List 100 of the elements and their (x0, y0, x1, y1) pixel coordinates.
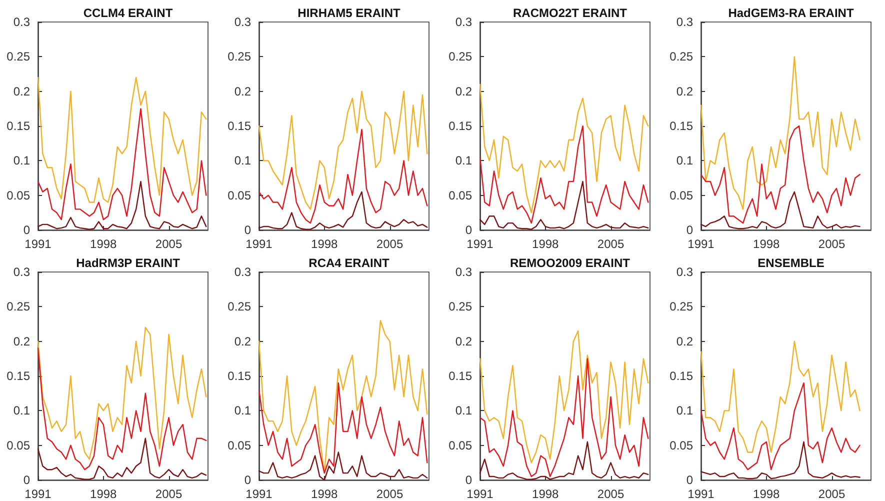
y-tick-label: 0.25 (670, 50, 694, 64)
y-tick-label: 0 (686, 473, 694, 487)
x-tick-label: 1991 (246, 487, 273, 501)
line-series (479, 125, 649, 224)
x-tick-label: 1998 (90, 237, 118, 251)
x-tick-label: 1998 (532, 487, 560, 501)
y-tick-label: 0.3 (13, 15, 30, 29)
x-tick-label: 1991 (24, 237, 52, 251)
y-tick-label: 0.1 (234, 154, 252, 168)
y-tick-label: 0.3 (234, 265, 252, 279)
y-tick-label: 0.05 (670, 188, 694, 202)
line-series (37, 326, 207, 460)
line-series (700, 191, 860, 230)
y-tick-label: 0.15 (670, 119, 694, 133)
y-tick-label: 0.25 (670, 300, 694, 314)
y-tick-label: 0.2 (234, 334, 252, 348)
line-series (700, 382, 860, 470)
y-tick-label: 0 (23, 473, 30, 487)
y-tick-label: 0.1 (676, 404, 694, 418)
chart-title: HIRHAM5 ERAINT (298, 6, 401, 20)
x-tick-label: 1991 (688, 237, 715, 251)
y-tick-label: 0.3 (234, 15, 252, 29)
y-tick-label: 0.3 (455, 15, 472, 29)
chart-title: HadRM3P ERAINT (76, 256, 181, 270)
x-tick-label: 1998 (311, 487, 338, 501)
line-series (479, 358, 649, 478)
line-series (700, 340, 860, 453)
line-series (258, 90, 428, 210)
chart-title: CCLM4 ERAINT (83, 6, 174, 20)
y-tick-label: 0.3 (13, 265, 30, 279)
chart-title: REMOO2009 ERAINT (510, 256, 631, 270)
x-tick-label: 2005 (818, 237, 846, 251)
y-tick-label: 0.3 (455, 265, 472, 279)
y-tick-label: 0.1 (13, 154, 30, 168)
y-tick-label: 0.2 (234, 84, 252, 98)
y-tick-label: 0.05 (6, 438, 30, 452)
x-tick-label: 2005 (155, 237, 182, 251)
chart-title: HadGEM3-RA ERAINT (728, 6, 854, 20)
y-tick-label: 0 (465, 473, 472, 487)
y-tick-label: 0.15 (228, 119, 252, 133)
y-tick-label: 0.25 (6, 50, 30, 64)
y-tick-label: 0.1 (455, 404, 472, 418)
x-tick-label: 1991 (246, 237, 273, 251)
y-tick-label: 0 (465, 223, 472, 237)
line-series (37, 348, 207, 470)
y-tick-label: 0.25 (228, 50, 252, 64)
x-tick-label: 2005 (155, 487, 182, 501)
x-tick-label: 1998 (753, 487, 780, 501)
y-tick-label: 0.05 (670, 438, 694, 452)
y-tick-label: 0.05 (228, 438, 252, 452)
y-tick-label: 0.15 (448, 369, 472, 383)
x-tick-label: 2005 (376, 237, 404, 251)
line-series (700, 56, 860, 210)
line-series (258, 382, 428, 474)
y-tick-label: 0 (244, 473, 252, 487)
y-tick-label: 0.25 (448, 50, 472, 64)
x-tick-label: 2005 (597, 237, 624, 251)
y-tick-label: 0.15 (228, 369, 252, 383)
y-tick-label: 0.2 (676, 84, 694, 98)
y-tick-label: 0.2 (455, 84, 472, 98)
y-tick-label: 0.15 (670, 369, 694, 383)
y-tick-label: 0.05 (6, 188, 30, 202)
x-tick-label: 2005 (376, 487, 404, 501)
x-tick-label: 1998 (311, 237, 338, 251)
line-series (479, 330, 649, 464)
y-tick-label: 0.3 (676, 265, 694, 279)
line-series (37, 108, 207, 220)
chart-title: RCA4 ERAINT (308, 256, 390, 270)
y-tick-label: 0.15 (6, 119, 30, 133)
chart-title: ENSEMBLE (758, 256, 824, 270)
chart-title: RACMO22T ERAINT (512, 6, 628, 20)
x-tick-label: 1991 (466, 237, 494, 251)
y-tick-label: 0.05 (228, 188, 252, 202)
y-tick-label: 0.05 (448, 438, 472, 452)
line-series (479, 84, 649, 214)
x-tick-label: 1991 (24, 487, 52, 501)
x-tick-label: 1998 (532, 237, 560, 251)
y-tick-label: 0.15 (448, 119, 472, 133)
x-tick-label: 1991 (466, 487, 494, 501)
y-tick-label: 0.25 (448, 300, 472, 314)
y-tick-label: 0.2 (13, 84, 30, 98)
line-series (37, 76, 207, 203)
line-series (258, 128, 428, 224)
y-tick-label: 0.15 (6, 369, 30, 383)
y-tick-label: 0 (686, 223, 694, 237)
y-tick-label: 0.2 (13, 334, 30, 348)
y-tick-label: 0.1 (234, 404, 252, 418)
y-tick-label: 0 (23, 223, 30, 237)
line-series (700, 441, 860, 480)
y-tick-label: 0 (244, 223, 252, 237)
y-tick-label: 0.25 (228, 300, 252, 314)
y-tick-label: 0.2 (676, 334, 694, 348)
y-tick-label: 0.3 (676, 15, 694, 29)
y-tick-label: 0.2 (455, 334, 472, 348)
x-tick-label: 2005 (597, 487, 624, 501)
y-tick-label: 0.1 (13, 404, 30, 418)
y-tick-label: 0.1 (676, 154, 694, 168)
x-tick-label: 1998 (753, 237, 780, 251)
x-tick-label: 2005 (818, 487, 846, 501)
y-tick-label: 0.05 (448, 188, 472, 202)
